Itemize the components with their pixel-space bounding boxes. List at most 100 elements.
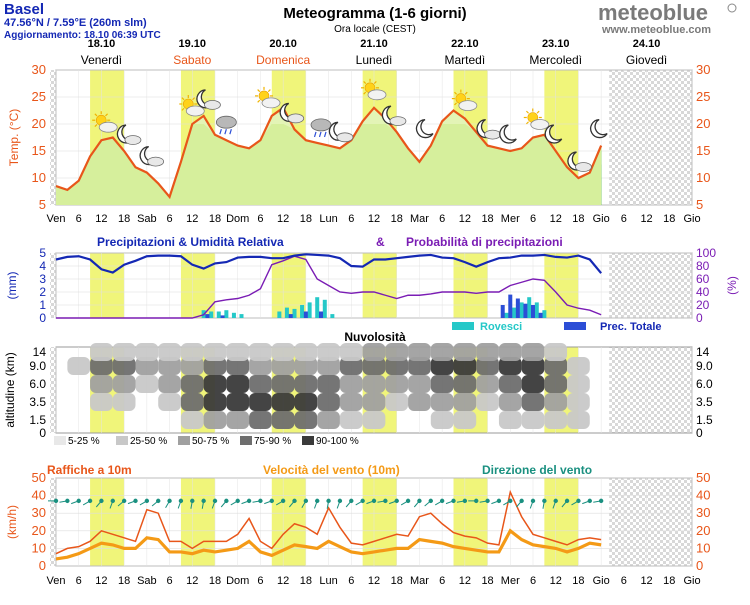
cloud-cell [521, 343, 545, 361]
wind-direction-arrow [241, 500, 250, 505]
cloud-cell [203, 393, 227, 411]
sun-ray [181, 107, 185, 111]
moon-icon [499, 124, 517, 144]
cloud-cell [362, 411, 386, 429]
wind-direction-arrow [400, 500, 409, 506]
cloud-cell [158, 393, 181, 411]
wind-direction-arrow [252, 500, 261, 503]
cloud-cell [521, 393, 545, 411]
no-data-left [50, 478, 56, 566]
time-label: 6 [167, 213, 173, 225]
showers-bar [292, 308, 297, 318]
time-label: 12 [186, 575, 198, 587]
moon-cloud-icon [139, 145, 165, 167]
cloud-tick-left: 3.5 [29, 395, 46, 409]
page-subtitle: Ora locale (CEST) [334, 24, 416, 35]
cloud-shape [124, 135, 142, 145]
sun-ray [536, 110, 540, 114]
sun-cloud-icon [92, 111, 118, 133]
total-precip-bar [319, 311, 323, 318]
cloud-cell [362, 375, 386, 393]
cloud-cell [249, 343, 272, 361]
moon-shape [415, 118, 434, 139]
time-label: 18 [481, 575, 493, 587]
wind-panel: Raffiche a 10m Velocità del vento (10m) Di… [5, 463, 710, 587]
cloud-legend-label: 75-90 % [254, 436, 291, 447]
cloud-cell [498, 375, 522, 393]
cloud-cell [180, 375, 204, 393]
wind-direction-arrow [529, 500, 534, 509]
time-label: 18 [481, 213, 493, 225]
sun-ray [105, 113, 109, 117]
wind-direction-arrow [413, 500, 420, 508]
wind-direction-title: Direzione del vento [482, 463, 592, 477]
time-label: Ven [47, 213, 66, 225]
wind-direction-dot [76, 498, 81, 504]
rain-drop [224, 129, 227, 135]
wind-direction-dot [65, 498, 70, 504]
wind-direction-arrow [479, 500, 488, 503]
cloud-cell [203, 343, 227, 361]
cloud-shape [204, 100, 221, 110]
wind-direction-arrow [151, 500, 159, 507]
total-precip-bar [500, 305, 505, 318]
gust-line [55, 489, 602, 555]
wind-direction-arrow [434, 500, 443, 506]
cloud-shape [185, 105, 205, 117]
header: Basel 47.56°N / 7.59°E (260m slm) Aggior… [4, 0, 737, 41]
page-title: Meteogramma (1-6 giorni) [283, 5, 466, 22]
wind-direction-arrow [139, 500, 148, 506]
cloud-cell [339, 375, 363, 393]
cloud-cell [317, 393, 340, 411]
cloud-cell [362, 393, 386, 411]
cloud-cell [180, 357, 204, 375]
legend-swatch-showers [452, 322, 474, 330]
cloud-tick-right: 1.5 [696, 413, 713, 427]
day-name: Giovedì [626, 53, 667, 67]
cloud-cell [453, 343, 477, 361]
wind-direction-arrow [288, 500, 295, 508]
cloud-tick-left: 0 [39, 426, 46, 440]
moon-cloud-icon [116, 124, 142, 145]
moon-cloud-icon [279, 102, 305, 124]
cloud-shape [215, 115, 237, 129]
cloud-shape [98, 121, 118, 133]
cloud-legend-swatch [178, 436, 190, 445]
cloud-cell [408, 375, 431, 393]
cloud-tick-left: 6.0 [29, 377, 46, 391]
cloud-tick-right: 3.5 [696, 395, 713, 409]
wind-direction-arrow [211, 500, 216, 509]
wind-tick-left: 30 [32, 505, 46, 520]
no-data-left [50, 347, 56, 433]
cloud-cell [453, 375, 477, 393]
wind-direction-arrow [275, 500, 284, 506]
temp-tick-left: 20 [32, 116, 46, 131]
temp-tick-left: 30 [32, 62, 46, 77]
cloud-cell [544, 357, 568, 375]
cloud-legend-swatch [302, 436, 314, 445]
rain-drop [229, 129, 232, 135]
time-label: 6 [76, 575, 82, 587]
cloud-shape [310, 118, 332, 132]
cloud-shape [367, 89, 387, 101]
cloud-cell [567, 393, 590, 411]
cloud-cell [158, 343, 181, 361]
precip-title: Precipitazioni & Umidità Relativa [97, 235, 284, 249]
cloud-cell [476, 393, 499, 411]
cloud-shape [287, 113, 305, 124]
wind-tick-left: 40 [32, 488, 46, 503]
time-label: 6 [530, 575, 536, 587]
showers-bar [284, 307, 289, 318]
wind-tick-right: 50 [696, 470, 710, 485]
cloud-cell [226, 343, 250, 361]
time-label: 18 [391, 575, 403, 587]
cloud-cell [567, 375, 590, 393]
showers-bar [542, 310, 547, 318]
moon-cloud-icon [381, 105, 407, 126]
wind-direction-arrow [82, 500, 91, 506]
time-label: Gio [593, 213, 610, 225]
total-precip-bar [515, 298, 520, 318]
wind-direction-arrow [491, 500, 500, 505]
brand-url[interactable]: www.meteoblue.com [601, 24, 711, 36]
time-label: 12 [640, 213, 652, 225]
